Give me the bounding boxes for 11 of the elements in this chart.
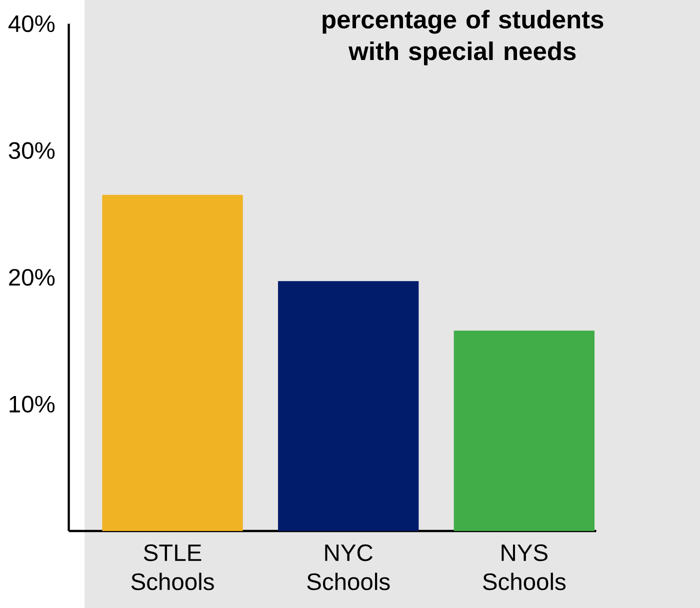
- y-tick-label: 10%: [10, 396, 55, 412]
- chart-title: percentage of students with special needs: [322, 10, 604, 66]
- x-tick-label: NYC Schools: [307, 544, 390, 590]
- bar: [278, 280, 419, 531]
- bar: [454, 330, 595, 531]
- x-tick-label: STLE Schools: [131, 544, 214, 590]
- x-tick-label: NYS Schools: [483, 544, 566, 590]
- bar: [102, 194, 243, 531]
- y-tick-label: 30%: [8, 142, 55, 159]
- y-tick-label: 20%: [9, 268, 55, 286]
- y-tick-label: 40%: [8, 15, 55, 32]
